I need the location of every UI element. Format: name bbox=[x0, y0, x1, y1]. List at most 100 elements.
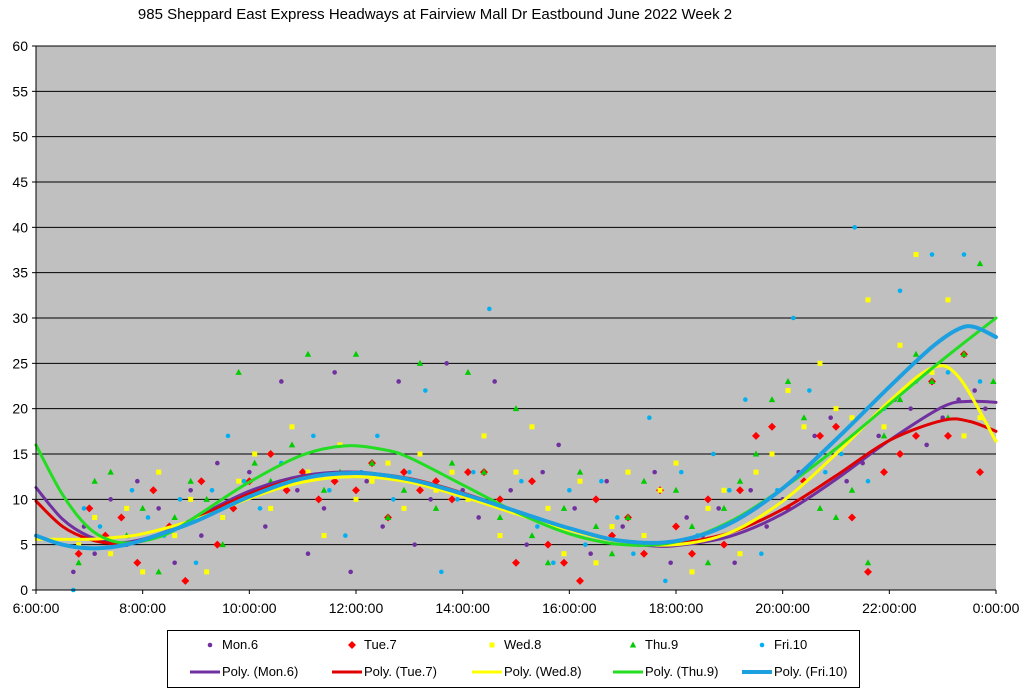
trendlines bbox=[34, 316, 998, 551]
data-point-wed-8 bbox=[353, 496, 359, 502]
data-point-thu-9 bbox=[896, 396, 904, 403]
data-point-tue-7 bbox=[880, 468, 888, 477]
data-point-mon-6 bbox=[540, 469, 545, 475]
data-point-wed-8 bbox=[252, 451, 258, 457]
data-point-fri-10 bbox=[599, 478, 604, 484]
data-point-tue-7 bbox=[768, 422, 776, 431]
data-point-fri-10 bbox=[679, 469, 684, 475]
data-point-thu-9 bbox=[528, 532, 536, 539]
data-point-mon-6 bbox=[92, 551, 97, 557]
data-point-tue-7 bbox=[560, 558, 568, 567]
data-point-mon-6 bbox=[188, 487, 193, 493]
legend-label: Poly. (Wed.8) bbox=[504, 664, 582, 679]
data-point-tue-7 bbox=[912, 431, 920, 440]
data-point-fri-10 bbox=[727, 487, 732, 493]
data-point-tue-7 bbox=[640, 549, 648, 558]
data-point-thu-9 bbox=[288, 441, 296, 448]
legend-swatch bbox=[190, 670, 220, 674]
data-point-thu-9 bbox=[928, 377, 936, 384]
data-point-fri-10 bbox=[567, 487, 572, 493]
data-point-wed-8 bbox=[977, 415, 983, 421]
data-point-tue-7 bbox=[720, 540, 728, 549]
data-point-fri-10 bbox=[145, 515, 151, 520]
data-point-thu-9 bbox=[688, 523, 696, 530]
legend-swatch bbox=[332, 670, 362, 674]
data-point-thu-9 bbox=[352, 350, 360, 357]
data-point-mon-6 bbox=[508, 487, 513, 493]
data-point-wed-8 bbox=[385, 460, 391, 466]
legend-label: Poly. (Mon.6) bbox=[222, 664, 299, 679]
data-point-thu-9 bbox=[784, 377, 792, 384]
data-point-fri-10 bbox=[865, 478, 871, 484]
data-point-tue-7 bbox=[352, 486, 360, 495]
data-point-mon-6 bbox=[588, 551, 593, 557]
data-point-fri-10 bbox=[852, 225, 857, 230]
data-point-thu-9 bbox=[880, 432, 888, 439]
data-point-thu-9 bbox=[75, 559, 82, 566]
data-point-mon-6 bbox=[908, 406, 913, 411]
legend-label: Fri.10 bbox=[774, 637, 808, 652]
x-axis-ticks: 6:00:00 8:00:00 10:00:00 12:00:00 14:00:00 16… bbox=[13, 590, 1020, 616]
data-point-mon-6 bbox=[556, 442, 561, 448]
data-point-tue-7 bbox=[528, 477, 536, 486]
data-point-wed-8 bbox=[124, 505, 130, 511]
y-tick-label: 40 bbox=[12, 219, 28, 235]
data-point-fri-10 bbox=[823, 469, 828, 475]
gridlines bbox=[36, 45, 996, 546]
data-point-fri-10 bbox=[647, 415, 652, 421]
data-point-thu-9 bbox=[976, 260, 984, 267]
data-point-wed-8 bbox=[481, 433, 487, 439]
data-point-tue-7 bbox=[74, 549, 83, 558]
data-point-thu-9 bbox=[496, 513, 504, 520]
data-point-fri-10 bbox=[897, 288, 903, 294]
data-point-tue-7 bbox=[752, 431, 760, 440]
data-point-fri-10 bbox=[759, 551, 764, 557]
data-point-wed-8 bbox=[721, 487, 727, 493]
chart-title: 985 Sheppard East Express Headways at Fa… bbox=[137, 6, 733, 23]
x-tick-label: 20:00:00 bbox=[755, 600, 810, 616]
data-point-wed-8 bbox=[609, 524, 615, 530]
data-point-fri-10 bbox=[209, 487, 215, 493]
legend-label: Tue.7 bbox=[364, 637, 397, 652]
data-point-thu-9 bbox=[704, 559, 712, 566]
scatter-points bbox=[71, 225, 997, 593]
data-point-tue-7 bbox=[864, 567, 872, 576]
data-point-fri-10 bbox=[961, 252, 967, 257]
data-point-mon-6 bbox=[215, 460, 220, 466]
data-point-thu-9 bbox=[544, 559, 552, 566]
legend-swatch bbox=[489, 642, 495, 648]
y-tick-label: 5 bbox=[20, 537, 28, 553]
data-point-fri-10 bbox=[177, 497, 183, 502]
chart-canvas: 0 5 10 15 20 25 30 35 40 45 50 55 60 6:00:00 8:00:00 1… bbox=[12, 38, 1020, 616]
data-point-wed-8 bbox=[641, 533, 647, 539]
legend-label: Thu.9 bbox=[645, 637, 679, 652]
data-point-thu-9 bbox=[448, 459, 456, 466]
x-tick-label: 6:00:00 bbox=[13, 600, 60, 616]
y-tick-label: 60 bbox=[12, 38, 28, 54]
data-point-mon-6 bbox=[972, 388, 977, 393]
data-point-fri-10 bbox=[929, 252, 935, 257]
data-point-tue-7 bbox=[832, 422, 840, 431]
data-point-mon-6 bbox=[983, 406, 988, 411]
data-point-wed-8 bbox=[529, 424, 535, 430]
data-point-tue-7 bbox=[848, 513, 856, 522]
data-point-wed-8 bbox=[236, 478, 242, 484]
data-point-fri-10 bbox=[97, 524, 103, 529]
data-point-fri-10 bbox=[225, 433, 231, 439]
legend-swatch bbox=[472, 670, 502, 674]
data-point-fri-10 bbox=[791, 315, 796, 321]
data-point-thu-9 bbox=[608, 550, 616, 557]
data-point-wed-8 bbox=[561, 551, 567, 557]
data-point-wed-8 bbox=[76, 542, 82, 548]
data-point-fri-10 bbox=[471, 469, 476, 475]
legend-label: Mon.6 bbox=[222, 637, 259, 652]
y-tick-label: 0 bbox=[20, 582, 28, 598]
x-tick-label: 18:00:00 bbox=[649, 600, 704, 616]
data-point-thu-9 bbox=[432, 504, 440, 511]
x-tick-label: 8:00:00 bbox=[119, 600, 166, 616]
data-point-mon-6 bbox=[732, 560, 737, 566]
data-point-wed-8 bbox=[369, 478, 375, 484]
data-point-fri-10 bbox=[439, 569, 444, 575]
data-point-mon-6 bbox=[135, 478, 140, 484]
data-point-thu-9 bbox=[864, 559, 872, 566]
